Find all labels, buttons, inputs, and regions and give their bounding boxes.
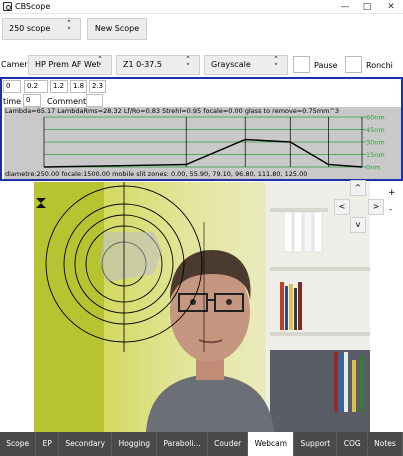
graph-y-tick-label: 15nm bbox=[366, 151, 385, 159]
nav-right-button[interactable]: > bbox=[368, 199, 384, 215]
webcam-image bbox=[34, 182, 370, 432]
ronchi-label: Ronchi bbox=[366, 61, 393, 70]
graph-y-tick-label: 30nm bbox=[366, 139, 385, 147]
graph-y-tick-label: 60nm bbox=[366, 114, 385, 122]
pause-label: Pause bbox=[314, 61, 338, 70]
graph-y-tick-label: 45nm bbox=[366, 126, 385, 134]
mode-select-value: Grayscale bbox=[211, 60, 251, 69]
graph-zones-text: diametre:250.00 focale:1500.00 mobile sl… bbox=[5, 170, 308, 178]
maximize-button[interactable]: □ bbox=[362, 2, 372, 12]
tab-support[interactable]: Support bbox=[294, 432, 338, 456]
zone-value-input[interactable]: 1.2 bbox=[50, 80, 68, 93]
app-icon bbox=[3, 2, 12, 11]
ronchi-checkbox[interactable] bbox=[345, 56, 362, 73]
camera-label: Camera bbox=[1, 60, 33, 69]
time-label: time bbox=[3, 97, 22, 106]
updown-icon: ˄ ˅ bbox=[66, 20, 72, 37]
tab-notes[interactable]: Notes bbox=[368, 432, 403, 456]
comments-input[interactable] bbox=[86, 94, 103, 107]
camera-select-value: HP Prem AF Wet bbox=[35, 60, 100, 69]
wavefront-graph-svg: 60nm 45nm 30nm 15nm 0nm bbox=[43, 114, 385, 172]
zoom-in-button[interactable]: + bbox=[388, 188, 396, 198]
zone-select-value: Z1 0-37.5 bbox=[123, 60, 162, 69]
zone-value-input[interactable]: 1.8 bbox=[70, 80, 87, 93]
webcam-view bbox=[34, 182, 370, 432]
close-button[interactable]: ✕ bbox=[387, 2, 395, 12]
zone-panel: 0 0.2 0.8 1.2 1.8 2.3 time 0 Comments 60… bbox=[0, 77, 403, 181]
scope-select-value: 250 scope bbox=[9, 24, 51, 33]
window-title: CBScope bbox=[15, 2, 51, 11]
tab-webcam[interactable]: Webcam bbox=[248, 432, 295, 456]
bottom-tab-bar: Scope EP Secondary Hogging Paraboli... C… bbox=[0, 432, 403, 456]
nav-down-button[interactable]: v bbox=[350, 217, 366, 233]
zone-value-input[interactable]: 0.2 0.8 bbox=[24, 80, 48, 101]
tab-scope[interactable]: Scope bbox=[0, 432, 37, 456]
tab-parabolization[interactable]: Paraboli... bbox=[157, 432, 208, 456]
comments-label: Comments bbox=[47, 97, 91, 106]
tab-secondary[interactable]: Secondary bbox=[59, 432, 113, 456]
title-bar: CBScope — □ ✕ bbox=[0, 0, 403, 14]
graph-results-text: Lambda=65.17 LambdaRms=28.32 Lf/Ro=0.83 … bbox=[5, 107, 340, 115]
tab-couder[interactable]: Couder bbox=[208, 432, 249, 456]
time-input[interactable]: 0 bbox=[23, 94, 41, 107]
minimize-button[interactable]: — bbox=[340, 2, 350, 12]
tab-hogging[interactable]: Hogging bbox=[112, 432, 158, 456]
mode-select[interactable]: Grayscale ˄ ˅ bbox=[204, 55, 288, 75]
graph-y-tick-label: 0nm bbox=[366, 164, 381, 172]
zoom-out-button[interactable]: - bbox=[389, 205, 393, 215]
camera-select[interactable]: HP Prem AF Wet ˄ ˅ bbox=[28, 55, 112, 75]
zone-value-input[interactable]: 2.3 bbox=[89, 80, 106, 93]
nav-left-button[interactable]: < bbox=[334, 199, 350, 215]
graph-profile-line bbox=[43, 138, 363, 168]
zone-value-input[interactable]: 0 bbox=[3, 80, 21, 93]
new-scope-button[interactable]: New Scope bbox=[87, 18, 147, 40]
updown-icon: ˄ ˅ bbox=[185, 56, 191, 73]
pause-checkbox[interactable] bbox=[293, 56, 310, 73]
slider-handle-icon[interactable] bbox=[36, 198, 46, 208]
updown-icon: ˄ ˅ bbox=[273, 56, 279, 73]
tab-cog[interactable]: COG bbox=[337, 432, 368, 456]
zone-select[interactable]: Z1 0-37.5 ˄ ˅ bbox=[116, 55, 200, 75]
nav-up-button[interactable]: ^ bbox=[350, 180, 366, 196]
tab-ep[interactable]: EP bbox=[36, 432, 60, 456]
scope-select[interactable]: 250 scope ˄ ˅ bbox=[2, 18, 81, 40]
updown-icon: ˄ ˅ bbox=[97, 56, 103, 73]
wavefront-graph: 60nm 45nm 30nm 15nm 0nm Lambda=65.17 LambdaR… bbox=[4, 107, 401, 179]
